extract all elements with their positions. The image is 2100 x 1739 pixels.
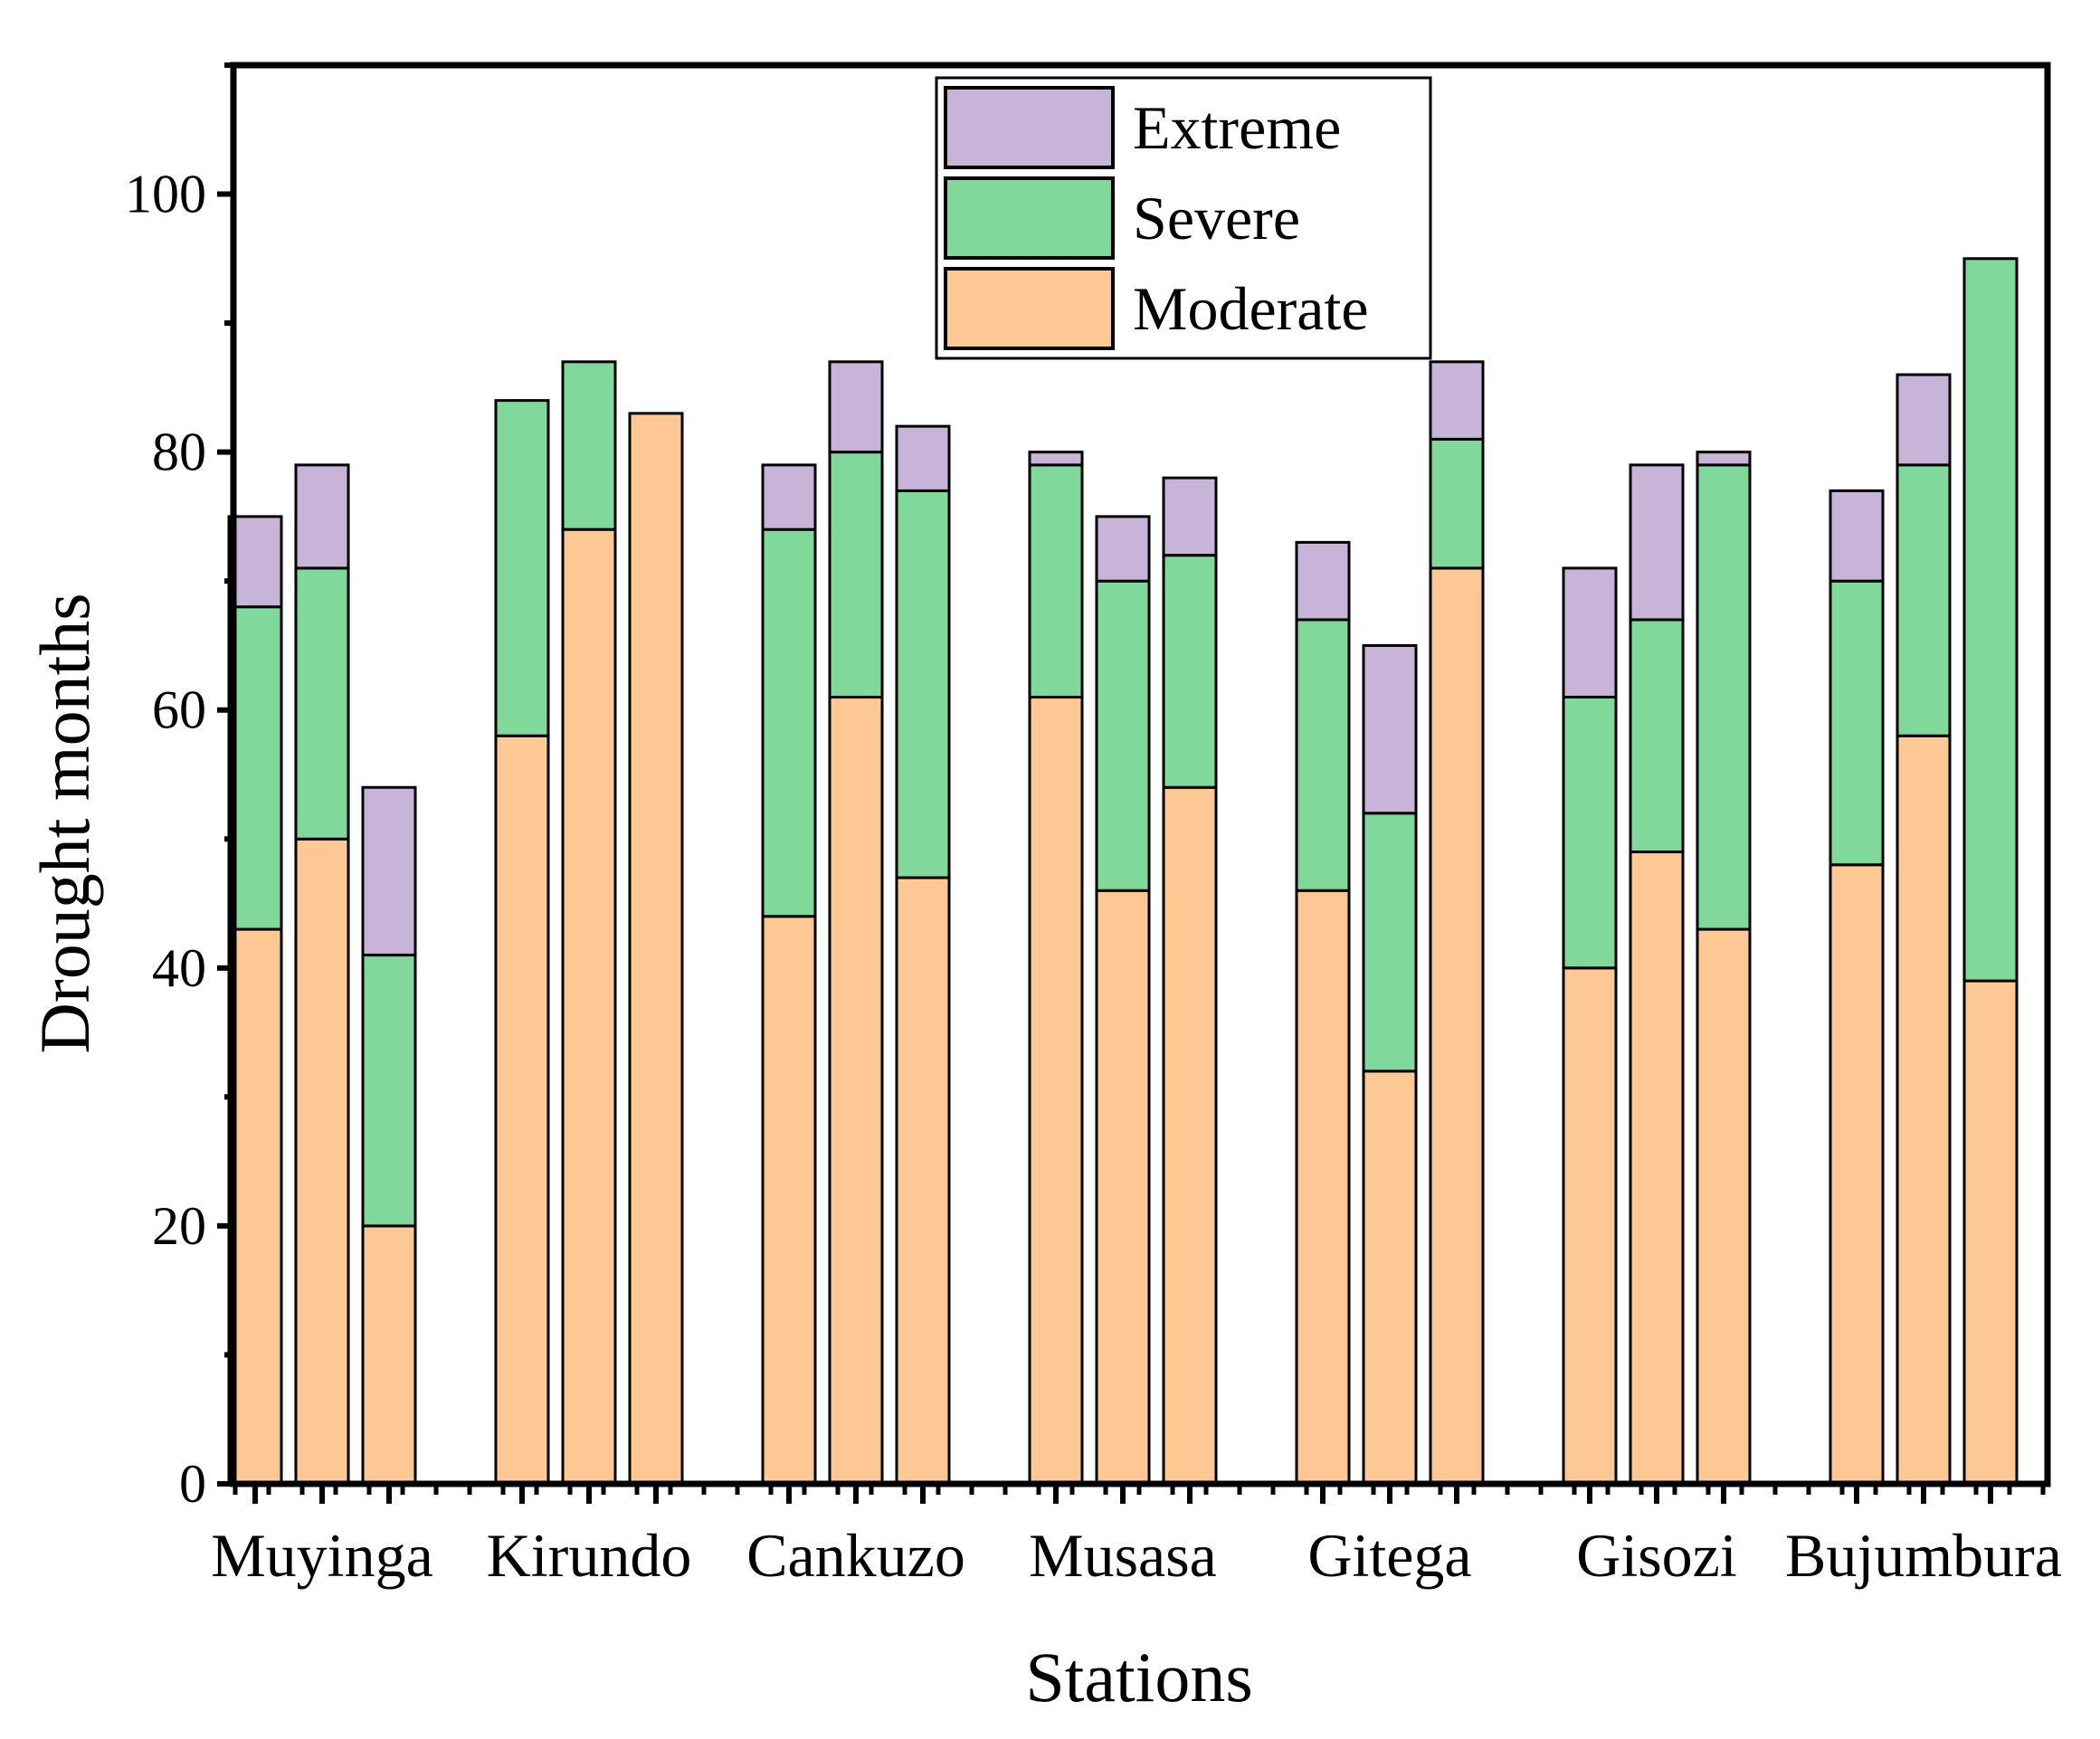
x-category-label: Cankuzo: [746, 1521, 965, 1590]
legend-swatch-severe: [944, 176, 1115, 260]
bar-gitega-1-extreme: [1295, 540, 1351, 622]
bar-cankuzo-1-severe: [761, 527, 817, 918]
bar-gitega-3-severe: [1429, 437, 1485, 570]
bar-bujumbura-1-severe: [1829, 579, 1885, 867]
x-category-label: Musasa: [1029, 1521, 1217, 1590]
bar-gitega-2-extreme: [1362, 643, 1418, 815]
bar-gisozi-2-extreme: [1629, 463, 1685, 622]
bar-kirundo-2-moderate: [561, 527, 617, 1486]
bar-gisozi-2-moderate: [1629, 850, 1685, 1486]
y-axis-title: Drought months: [25, 593, 104, 1053]
bar-cankuzo-3-severe: [895, 489, 951, 879]
bar-musasa-3-moderate: [1162, 785, 1218, 1486]
bar-bujumbura-1-extreme: [1829, 489, 1885, 583]
bar-gisozi-3-severe: [1696, 463, 1752, 931]
bar-muyinga-2-severe: [294, 566, 350, 841]
bar-gitega-1-moderate: [1295, 889, 1351, 1486]
legend-swatch-extreme: [944, 86, 1115, 169]
x-category-label: Kirundo: [487, 1521, 692, 1590]
bar-kirundo-1-severe: [494, 399, 550, 737]
bar-cankuzo-2-moderate: [828, 695, 884, 1486]
bar-muyinga-3-moderate: [361, 1224, 417, 1486]
bar-cankuzo-2-extreme: [828, 360, 884, 454]
bar-gitega-3-extreme: [1429, 360, 1485, 441]
x-category-label: Muyinga: [211, 1521, 433, 1590]
bar-muyinga-2-extreme: [294, 463, 350, 570]
bar-muyinga-1-extreme: [227, 515, 283, 609]
bar-bujumbura-2-severe: [1896, 463, 1952, 737]
bar-cankuzo-1-moderate: [761, 915, 817, 1486]
bar-muyinga-1-moderate: [227, 927, 283, 1486]
bar-muyinga-3-severe: [361, 954, 417, 1228]
bar-bujumbura-3-moderate: [1962, 979, 2019, 1486]
bar-cankuzo-3-extreme: [895, 424, 951, 492]
bar-gisozi-2-severe: [1629, 618, 1685, 854]
bar-muyinga-1-severe: [227, 605, 283, 931]
y-tick-label: 40: [152, 938, 206, 998]
legend-swatch-moderate: [944, 267, 1115, 350]
y-tick-label: 0: [179, 1454, 206, 1514]
bar-gisozi-3-extreme: [1696, 451, 1752, 467]
bar-cankuzo-1-extreme: [761, 463, 817, 531]
legend-label-moderate: Moderate: [1133, 274, 1369, 343]
bar-musasa-2-extreme: [1095, 515, 1151, 583]
bar-musasa-1-severe: [1028, 463, 1084, 698]
bar-muyinga-2-moderate: [294, 837, 350, 1486]
bar-cankuzo-3-moderate: [895, 876, 951, 1486]
bar-gitega-2-severe: [1362, 812, 1418, 1073]
bar-kirundo-1-moderate: [494, 734, 550, 1486]
y-tick-label: 100: [125, 165, 206, 224]
bar-muyinga-3-extreme: [361, 785, 417, 957]
legend-label-severe: Severe: [1133, 184, 1300, 252]
bar-bujumbura-3-severe: [1962, 257, 2019, 983]
bar-gitega-1-severe: [1295, 618, 1351, 892]
legend: Extreme Severe Moderate: [935, 76, 1432, 360]
bar-musasa-2-severe: [1095, 579, 1151, 892]
x-category-label: Gisozi: [1576, 1521, 1737, 1590]
bar-musasa-2-moderate: [1095, 889, 1151, 1486]
bar-musasa-3-extreme: [1162, 476, 1218, 557]
bar-kirundo-3-moderate: [628, 412, 684, 1486]
bar-bujumbura-1-moderate: [1829, 863, 1885, 1486]
bar-gitega-3-moderate: [1429, 566, 1485, 1486]
bar-musasa-1-moderate: [1028, 695, 1084, 1486]
bar-gisozi-1-severe: [1562, 695, 1618, 970]
bar-gisozi-1-moderate: [1562, 966, 1618, 1486]
bar-bujumbura-2-extreme: [1896, 373, 1952, 467]
bars-layer: [227, 257, 2019, 1486]
bar-musasa-1-extreme: [1028, 451, 1084, 467]
bar-gisozi-3-moderate: [1696, 927, 1752, 1486]
bar-musasa-3-severe: [1162, 554, 1218, 789]
legend-label-extreme: Extreme: [1133, 93, 1341, 162]
y-tick-label: 20: [152, 1196, 206, 1256]
bar-gitega-2-moderate: [1362, 1069, 1418, 1486]
bar-kirundo-2-severe: [561, 360, 617, 531]
y-tick-label: 60: [152, 680, 206, 740]
x-category-label: Bujumbura: [1785, 1521, 2062, 1590]
bar-bujumbura-2-moderate: [1896, 734, 1952, 1486]
bar-gisozi-1-extreme: [1562, 566, 1618, 698]
axes-layer: 0 20 40 60 80 100 Muyinga Kirundo Cankuzo Musasa G…: [125, 62, 2062, 1590]
x-axis-title: Stations: [1025, 1638, 1252, 1716]
bar-cankuzo-2-severe: [828, 451, 884, 698]
x-category-label: Gitega: [1307, 1521, 1471, 1590]
y-tick-label: 80: [152, 423, 206, 482]
